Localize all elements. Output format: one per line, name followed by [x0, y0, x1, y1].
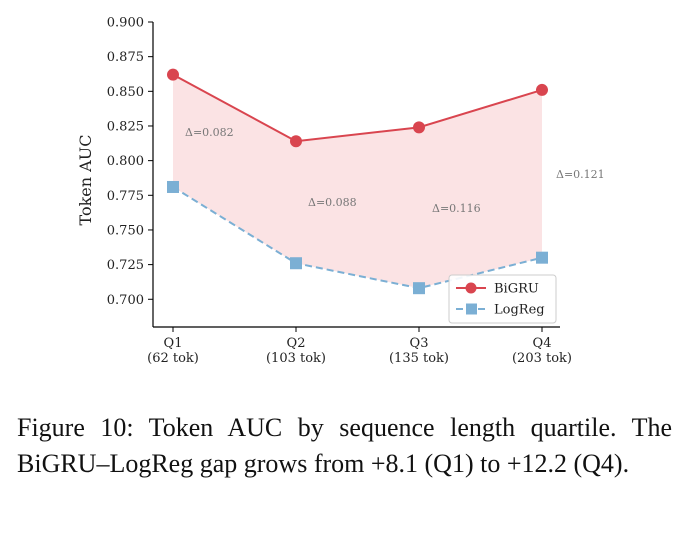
gap-annotation: Δ=0.121: [556, 168, 605, 181]
y-tick-label: 0.700: [107, 293, 144, 308]
x-tick-label: Q2: [287, 336, 306, 351]
data-point-bigru: [413, 121, 425, 134]
y-tick-label: 0.800: [107, 154, 144, 169]
gap-annotation: Δ=0.082: [185, 126, 234, 139]
series-line-logreg: [172, 186, 543, 290]
y-tick-label: 0.750: [107, 223, 144, 238]
y-axis-label: Token AUC: [76, 135, 95, 226]
x-tick-label: Q4: [533, 336, 552, 351]
legend-marker-bigru: [465, 282, 477, 294]
data-point-bigru: [536, 83, 548, 96]
gap-annotation: Δ=0.088: [308, 196, 357, 209]
y-tick-label: 0.775: [107, 189, 144, 204]
gap-annotation: Δ=0.116: [432, 202, 481, 215]
x-tick-label: Q1: [164, 336, 183, 351]
y-tick-label: 0.725: [107, 258, 144, 273]
x-tick-label: (103 tok): [266, 351, 326, 366]
legend-label-logreg: LogReg: [494, 303, 545, 318]
data-point-logreg: [536, 251, 548, 264]
y-tick-label: 0.875: [107, 50, 144, 65]
x-tick-label: Q3: [410, 336, 429, 351]
series-line-bigru: [172, 73, 543, 143]
x-tick-label: (62 tok): [147, 351, 199, 366]
line-chart: 0.700 0.725 0.750 0.775 0.800 0.825 0.850 0.875…: [76, 16, 605, 367]
x-tick-label: (203 tok): [512, 351, 572, 366]
y-tick-label: 0.850: [107, 85, 144, 100]
data-point-logreg: [167, 180, 179, 193]
gap-fill-area: [173, 74, 542, 289]
x-tick-label: (135 tok): [389, 351, 449, 366]
data-point-logreg: [413, 282, 425, 295]
data-point-bigru: [290, 135, 302, 148]
data-point-logreg: [290, 257, 302, 270]
legend-label-bigru: BiGRU: [494, 282, 539, 297]
figure-caption: Figure 10: Token AUC by sequence length …: [17, 413, 672, 478]
data-point-bigru: [167, 68, 179, 81]
legend-marker-logreg: [466, 303, 477, 315]
y-tick-label: 0.825: [107, 119, 144, 134]
y-tick-label: 0.900: [107, 16, 144, 31]
